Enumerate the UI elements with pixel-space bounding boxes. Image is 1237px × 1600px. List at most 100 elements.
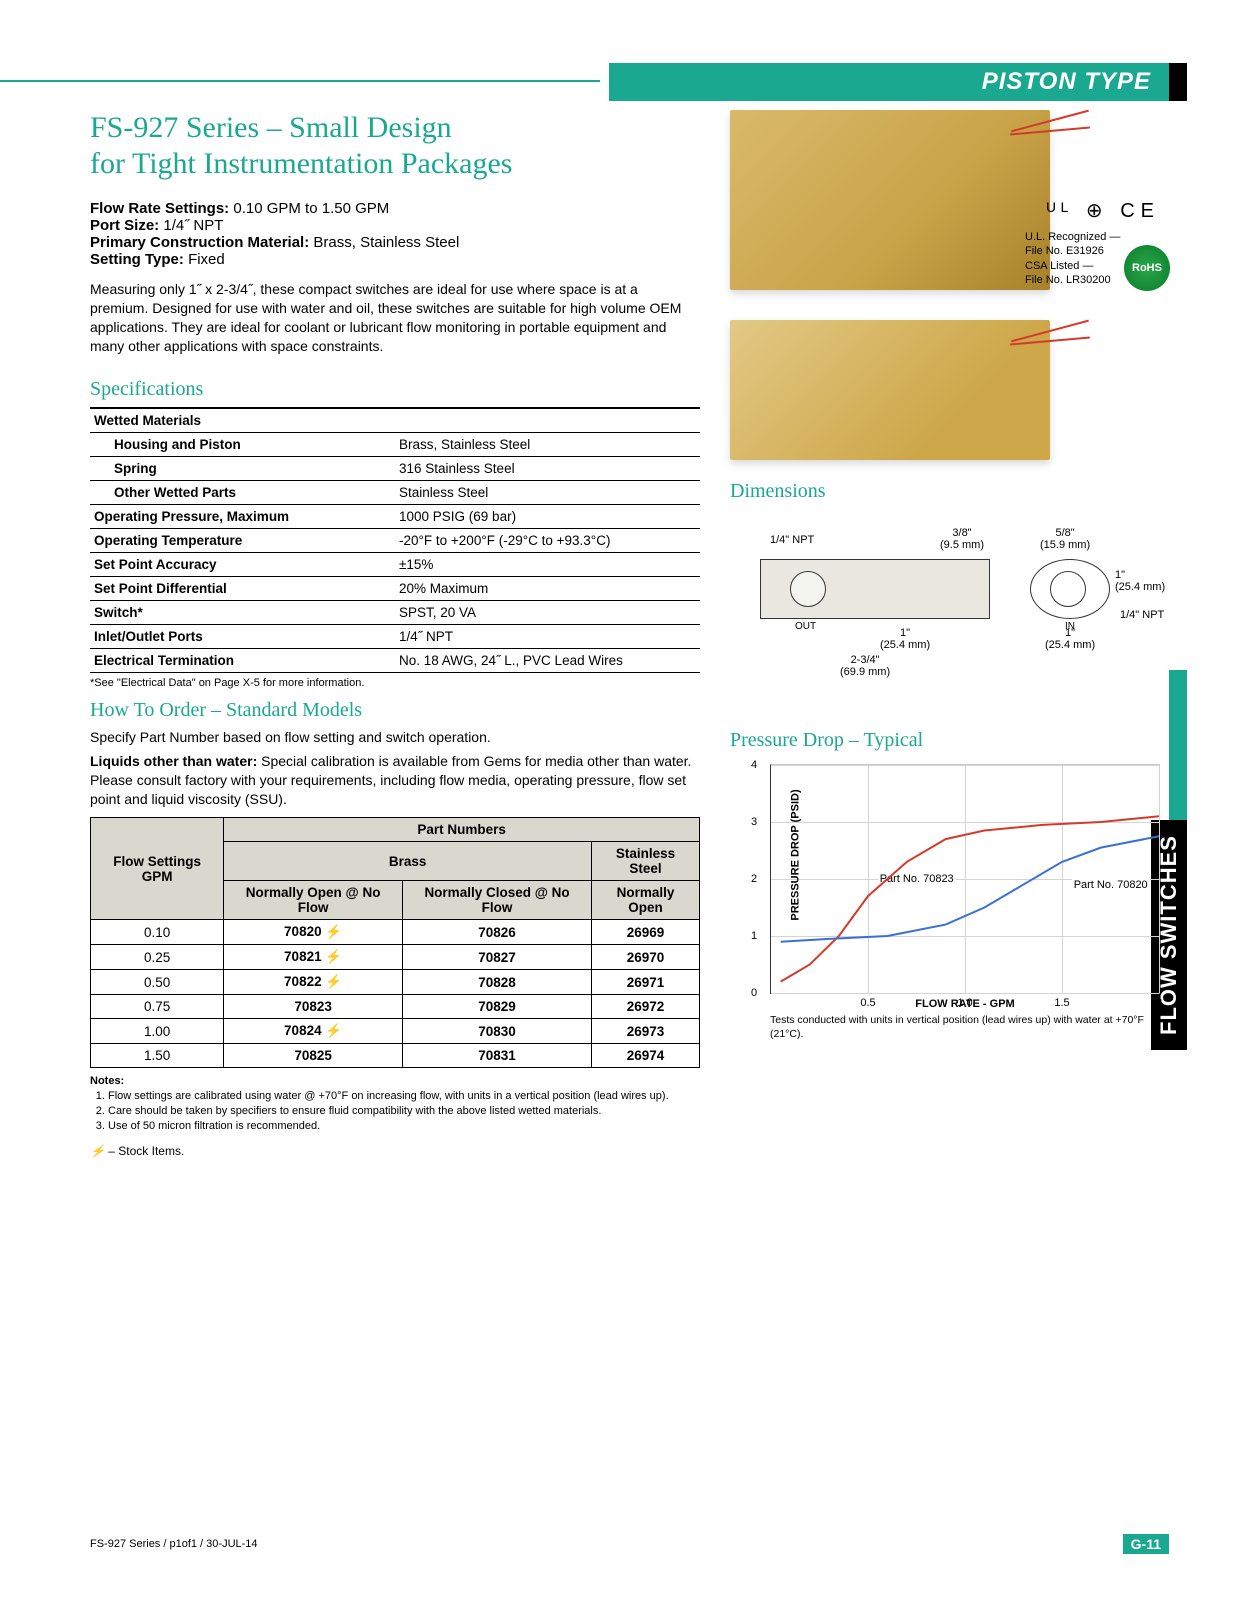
cert-l3: CSA Listed — xyxy=(1025,260,1093,272)
order-cell: 70826 xyxy=(403,920,592,945)
specs-value: No. 18 AWG, 24˝ L., PVC Lead Wires xyxy=(395,648,700,672)
col-brass: Brass xyxy=(224,842,592,881)
order-row: 0.75708237082926972 xyxy=(91,995,700,1019)
page-content: FS-927 Series – Small Design for Tight I… xyxy=(90,110,1137,1158)
note-item: Use of 50 micron filtration is recommend… xyxy=(108,1119,700,1134)
order-table: Flow Settings GPM Part Numbers Brass Sta… xyxy=(90,817,700,1068)
port-label: Port Size: xyxy=(90,217,159,234)
order-cell: 70822 ⚡ xyxy=(224,970,403,995)
cert-l4: File No. LR30200 xyxy=(1025,274,1111,286)
material-label: Primary Construction Material: xyxy=(90,234,309,251)
specs-row: Other Wetted PartsStainless Steel xyxy=(90,480,700,504)
specs-value: SPST, 20 VA xyxy=(395,600,700,624)
chart-note: Tests conducted with units in vertical p… xyxy=(770,1014,1160,1041)
ytick: 1 xyxy=(751,930,757,942)
col-flow: Flow Settings GPM xyxy=(91,818,224,920)
order-cell: 26972 xyxy=(592,995,700,1019)
specs-row: Switch*SPST, 20 VA xyxy=(90,600,700,624)
order-cell: 26974 xyxy=(592,1044,700,1068)
summary-block: Flow Rate Settings: 0.10 GPM to 1.50 GPM… xyxy=(90,200,700,268)
setting-value: Fixed xyxy=(188,251,225,268)
note-item: Care should be taken by specifiers to en… xyxy=(108,1104,700,1119)
specs-row: Housing and PistonBrass, Stainless Steel xyxy=(90,432,700,456)
dim-58: 5/8" (15.9 mm) xyxy=(1040,527,1090,551)
specs-value: ±15% xyxy=(395,552,700,576)
right-column: ᵁᴸ ⊕ CE U.L. Recognized — File No. E3192… xyxy=(730,110,1160,1158)
title-line1: FS-927 Series – Small Design xyxy=(90,111,452,144)
ytick: 4 xyxy=(751,759,757,771)
header-bar: PISTON TYPE xyxy=(609,63,1169,101)
cert-l1: U.L. Recognized — xyxy=(1025,231,1120,243)
product-image-1 xyxy=(730,110,1050,290)
xtick: 1.0 xyxy=(957,997,972,1009)
how-p2: Liquids other than water: Special calibr… xyxy=(90,752,700,809)
order-cell: 70821 ⚡ xyxy=(224,945,403,970)
order-cell: 26973 xyxy=(592,1019,700,1044)
product-image-1-wrap: ᵁᴸ ⊕ CE U.L. Recognized — File No. E3192… xyxy=(730,110,1160,320)
chart-heading: Pressure Drop – Typical xyxy=(730,729,1160,752)
material-value: Brass, Stainless Steel xyxy=(313,234,459,251)
specs-value: Brass, Stainless Steel xyxy=(395,432,700,456)
ytick: 2 xyxy=(751,873,757,885)
col-no: Normally Open @ No Flow xyxy=(224,881,403,920)
specs-label: Switch* xyxy=(90,600,395,624)
ylabel: PRESSURE DROP (PSID) xyxy=(790,789,802,920)
specs-label: Spring xyxy=(90,456,395,480)
dimensions-heading: Dimensions xyxy=(730,480,1160,503)
order-cell: 70823 xyxy=(224,995,403,1019)
dim-l: 2-3/4" (69.9 mm) xyxy=(840,654,890,678)
specs-value: 1000 PSIG (69 bar) xyxy=(395,504,700,528)
order-row: 0.5070822 ⚡7082826971 xyxy=(91,970,700,995)
how-p1: Specify Part Number based on flow settin… xyxy=(90,728,700,747)
specs-label: Other Wetted Parts xyxy=(90,480,395,504)
specs-footnote: *See "Electrical Data" on Page X-5 for m… xyxy=(90,677,700,689)
col-ss-no: Normally Open xyxy=(592,881,700,920)
rohs-icon: RoHS xyxy=(1124,245,1170,291)
specs-value: -20°F to +200°F (-29°C to +93.3°C) xyxy=(395,528,700,552)
specs-row: Electrical TerminationNo. 18 AWG, 24˝ L.… xyxy=(90,648,700,672)
dim-npt-r: 1/4" NPT xyxy=(1120,609,1164,621)
specs-row: Set Point Differential20% Maximum xyxy=(90,576,700,600)
header-black-tab xyxy=(1169,63,1187,101)
order-cell: 26971 xyxy=(592,970,700,995)
order-cell: 70824 ⚡ xyxy=(224,1019,403,1044)
dim-in: IN xyxy=(1065,621,1075,632)
how-p2-bold: Liquids other than water: xyxy=(90,753,257,769)
specs-label: Set Point Accuracy xyxy=(90,552,395,576)
specs-value: 316 Stainless Steel xyxy=(395,456,700,480)
xtick: 1.5 xyxy=(1054,997,1069,1009)
side-tab-green xyxy=(1169,670,1187,820)
dim-npt-l: 1/4" NPT xyxy=(770,534,814,546)
product-image-cutaway xyxy=(730,320,1050,460)
order-row: 1.50708257083126974 xyxy=(91,1044,700,1068)
col-nc: Normally Closed @ No Flow xyxy=(403,881,592,920)
dim-out: OUT xyxy=(795,621,816,632)
dim-port-in xyxy=(1050,571,1086,607)
order-cell: 70825 xyxy=(224,1044,403,1068)
dim-38: 3/8" (9.5 mm) xyxy=(940,527,984,551)
how-heading: How To Order – Standard Models xyxy=(90,699,700,722)
specs-table: Wetted Materials Housing and PistonBrass… xyxy=(90,407,700,673)
order-cell: 1.50 xyxy=(91,1044,224,1068)
order-cell: 70829 xyxy=(403,995,592,1019)
flow-rate-value: 0.10 GPM to 1.50 GPM xyxy=(233,200,389,217)
specs-row: Set Point Accuracy±15% xyxy=(90,552,700,576)
left-column: FS-927 Series – Small Design for Tight I… xyxy=(90,110,700,1158)
setting-label: Setting Type: xyxy=(90,251,184,268)
order-cell: 0.50 xyxy=(91,970,224,995)
stock-legend-text: – Stock Items. xyxy=(105,1144,184,1158)
order-row: 0.2570821 ⚡7082726970 xyxy=(91,945,700,970)
order-cell: 0.10 xyxy=(91,920,224,945)
order-row: 0.1070820 ⚡7082626969 xyxy=(91,920,700,945)
specs-value: 1/4˝ NPT xyxy=(395,624,700,648)
dim-h1: 1" (25.4 mm) xyxy=(1115,569,1165,593)
order-row: 1.0070824 ⚡7083026973 xyxy=(91,1019,700,1044)
top-rule xyxy=(0,80,600,82)
specs-value: Stainless Steel xyxy=(395,480,700,504)
specs-label: Inlet/Outlet Ports xyxy=(90,624,395,648)
specs-row: Inlet/Outlet Ports1/4˝ NPT xyxy=(90,624,700,648)
specs-label: Operating Pressure, Maximum xyxy=(90,504,395,528)
order-cell: 70828 xyxy=(403,970,592,995)
specs-label: Electrical Termination xyxy=(90,648,395,672)
order-cell: 26969 xyxy=(592,920,700,945)
